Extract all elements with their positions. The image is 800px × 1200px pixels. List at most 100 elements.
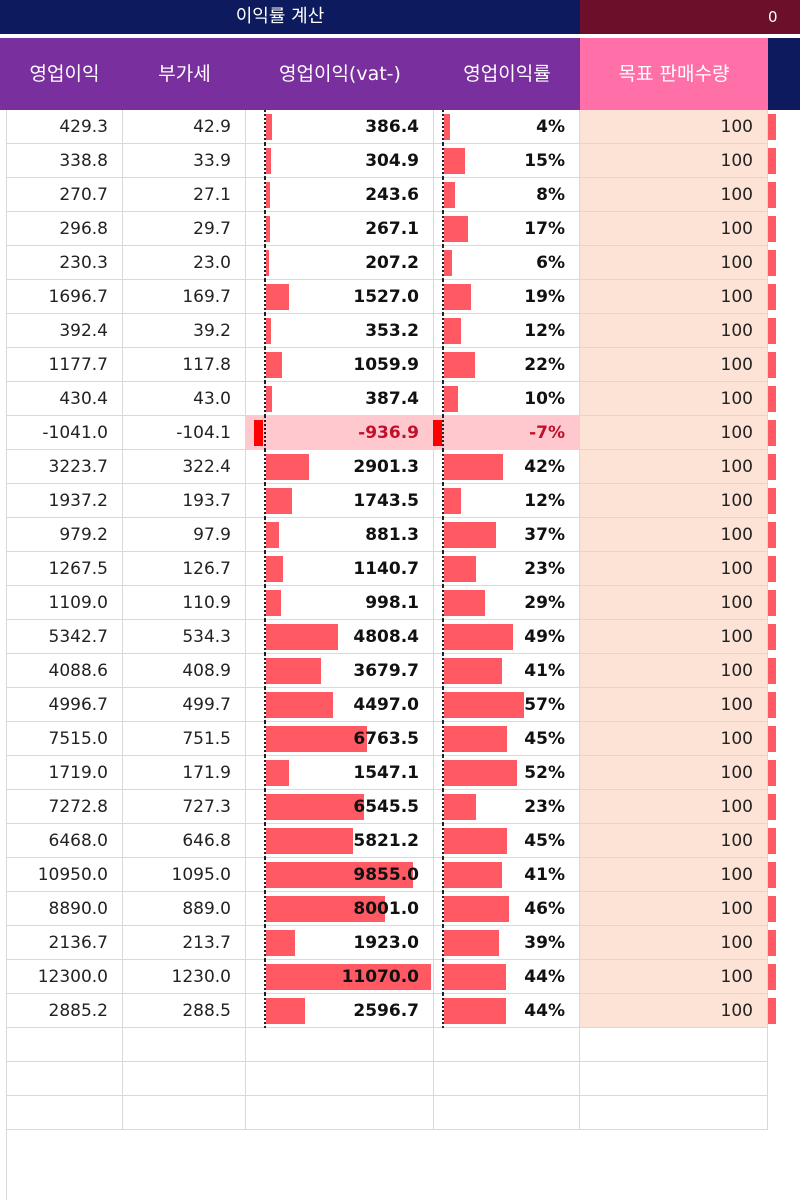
cell-vat[interactable]: 39.2 <box>123 314 246 348</box>
cell-operating-profit[interactable]: 270.7 <box>6 178 123 212</box>
cell-target-quantity[interactable]: 100 <box>580 824 768 858</box>
cell-vat[interactable]: 751.5 <box>123 722 246 756</box>
cell-operating-profit[interactable]: 6468.0 <box>6 824 123 858</box>
cell-target-quantity[interactable]: 100 <box>580 960 768 994</box>
cell-target-quantity[interactable]: 100 <box>580 756 768 790</box>
cell-operating-profit-net[interactable]: 267.1 <box>246 212 434 246</box>
cell-vat[interactable]: 1230.0 <box>123 960 246 994</box>
cell-operating-profit-net[interactable]: 1527.0 <box>246 280 434 314</box>
cell-profit-margin[interactable]: 22% <box>434 348 580 382</box>
cell-vat[interactable]: 169.7 <box>123 280 246 314</box>
cell-operating-profit[interactable]: -1041.0 <box>6 416 123 450</box>
cell-vat[interactable]: 29.7 <box>123 212 246 246</box>
cell-operating-profit[interactable]: 5342.7 <box>6 620 123 654</box>
header-operating-profit-net[interactable]: 영업이익(vat-) <box>246 38 435 110</box>
cell-profit-margin[interactable]: 52% <box>434 756 580 790</box>
cell-target-quantity[interactable]: 100 <box>580 858 768 892</box>
empty-cell[interactable] <box>246 1096 434 1130</box>
cell-operating-profit[interactable]: 12300.0 <box>6 960 123 994</box>
cell-operating-profit[interactable]: 230.3 <box>6 246 123 280</box>
cell-vat[interactable]: 97.9 <box>123 518 246 552</box>
cell-operating-profit-net[interactable]: 387.4 <box>246 382 434 416</box>
cell-profit-margin[interactable]: 23% <box>434 790 580 824</box>
cell-operating-profit-net[interactable]: -936.9 <box>246 416 434 450</box>
next-section-banner[interactable]: 0 <box>580 0 800 34</box>
cell-profit-margin[interactable]: 15% <box>434 144 580 178</box>
cell-operating-profit[interactable]: 1937.2 <box>6 484 123 518</box>
cell-operating-profit-net[interactable]: 4497.0 <box>246 688 434 722</box>
cell-operating-profit-net[interactable]: 8001.0 <box>246 892 434 926</box>
cell-profit-margin[interactable]: 45% <box>434 722 580 756</box>
cell-vat[interactable]: 126.7 <box>123 552 246 586</box>
empty-cell[interactable] <box>6 1062 123 1096</box>
cell-vat[interactable]: 42.9 <box>123 110 246 144</box>
cell-profit-margin[interactable]: 19% <box>434 280 580 314</box>
cell-vat[interactable]: -104.1 <box>123 416 246 450</box>
cell-target-quantity[interactable]: 100 <box>580 110 768 144</box>
empty-cell[interactable] <box>580 1062 768 1096</box>
cell-operating-profit-net[interactable]: 2596.7 <box>246 994 434 1028</box>
cell-operating-profit-net[interactable]: 243.6 <box>246 178 434 212</box>
header-profit-margin[interactable]: 영업이익률 <box>434 38 581 110</box>
cell-operating-profit-net[interactable]: 386.4 <box>246 110 434 144</box>
empty-cell[interactable] <box>434 1062 580 1096</box>
cell-vat[interactable]: 499.7 <box>123 688 246 722</box>
cell-operating-profit[interactable]: 7272.8 <box>6 790 123 824</box>
cell-operating-profit[interactable]: 338.8 <box>6 144 123 178</box>
cell-operating-profit-net[interactable]: 1743.5 <box>246 484 434 518</box>
cell-profit-margin[interactable]: 23% <box>434 552 580 586</box>
cell-operating-profit[interactable]: 4088.6 <box>6 654 123 688</box>
cell-target-quantity[interactable]: 100 <box>580 484 768 518</box>
cell-operating-profit[interactable]: 296.8 <box>6 212 123 246</box>
cell-vat[interactable]: 27.1 <box>123 178 246 212</box>
cell-operating-profit-net[interactable]: 3679.7 <box>246 654 434 688</box>
cell-profit-margin[interactable]: 44% <box>434 960 580 994</box>
cell-target-quantity[interactable]: 100 <box>580 348 768 382</box>
cell-target-quantity[interactable]: 100 <box>580 450 768 484</box>
cell-vat[interactable]: 322.4 <box>123 450 246 484</box>
cell-operating-profit-net[interactable]: 4808.4 <box>246 620 434 654</box>
cell-profit-margin[interactable]: 6% <box>434 246 580 280</box>
cell-target-quantity[interactable]: 100 <box>580 518 768 552</box>
cell-vat[interactable]: 171.9 <box>123 756 246 790</box>
cell-operating-profit[interactable]: 1109.0 <box>6 586 123 620</box>
empty-cell[interactable] <box>123 1096 246 1130</box>
cell-operating-profit-net[interactable]: 6763.5 <box>246 722 434 756</box>
cell-operating-profit[interactable]: 1177.7 <box>6 348 123 382</box>
cell-vat[interactable]: 646.8 <box>123 824 246 858</box>
cell-operating-profit[interactable]: 430.4 <box>6 382 123 416</box>
cell-target-quantity[interactable]: 100 <box>580 314 768 348</box>
cell-operating-profit-net[interactable]: 1547.1 <box>246 756 434 790</box>
header-operating-profit[interactable]: 영업이익 <box>6 38 124 110</box>
cell-target-quantity[interactable]: 100 <box>580 246 768 280</box>
cell-operating-profit-net[interactable]: 881.3 <box>246 518 434 552</box>
cell-profit-margin[interactable]: 41% <box>434 858 580 892</box>
cell-vat[interactable]: 43.0 <box>123 382 246 416</box>
empty-cell[interactable] <box>246 1028 434 1062</box>
cell-vat[interactable]: 727.3 <box>123 790 246 824</box>
cell-target-quantity[interactable]: 100 <box>580 688 768 722</box>
cell-operating-profit-net[interactable]: 1140.7 <box>246 552 434 586</box>
cell-target-quantity[interactable]: 100 <box>580 790 768 824</box>
cell-operating-profit[interactable]: 2885.2 <box>6 994 123 1028</box>
cell-target-quantity[interactable]: 100 <box>580 586 768 620</box>
header-target-quantity[interactable]: 목표 판매수량 <box>580 38 769 110</box>
cell-profit-margin[interactable]: 4% <box>434 110 580 144</box>
profit-calc-banner[interactable]: 이익률 계산 <box>0 0 580 34</box>
cell-target-quantity[interactable]: 100 <box>580 722 768 756</box>
cell-profit-margin[interactable]: 39% <box>434 926 580 960</box>
cell-operating-profit[interactable]: 10950.0 <box>6 858 123 892</box>
cell-operating-profit[interactable]: 392.4 <box>6 314 123 348</box>
cell-vat[interactable]: 534.3 <box>123 620 246 654</box>
cell-profit-margin[interactable]: 45% <box>434 824 580 858</box>
cell-vat[interactable]: 288.5 <box>123 994 246 1028</box>
empty-cell[interactable] <box>123 1028 246 1062</box>
empty-cell[interactable] <box>580 1028 768 1062</box>
cell-vat[interactable]: 110.9 <box>123 586 246 620</box>
cell-operating-profit-net[interactable]: 207.2 <box>246 246 434 280</box>
cell-profit-margin[interactable]: 17% <box>434 212 580 246</box>
cell-profit-margin[interactable]: 12% <box>434 484 580 518</box>
cell-operating-profit-net[interactable]: 998.1 <box>246 586 434 620</box>
cell-operating-profit[interactable]: 979.2 <box>6 518 123 552</box>
cell-operating-profit[interactable]: 1267.5 <box>6 552 123 586</box>
